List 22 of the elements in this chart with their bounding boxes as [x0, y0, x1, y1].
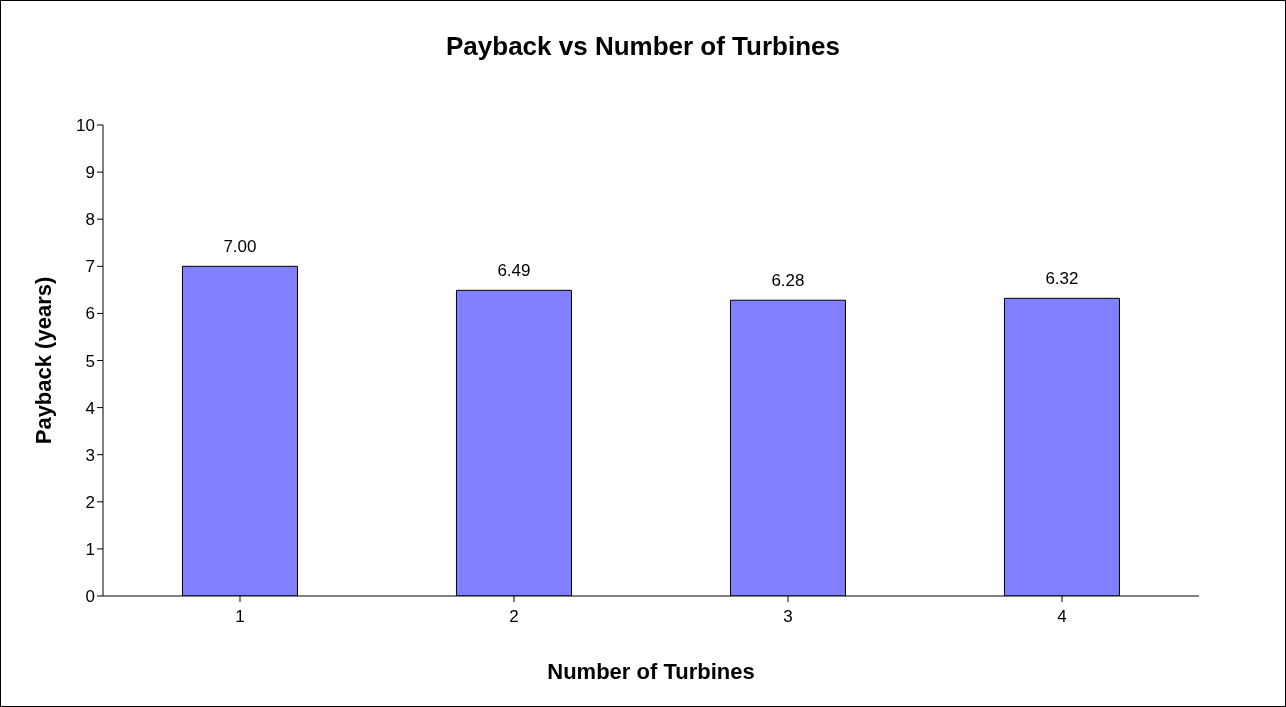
y-tick-label: 3 [85, 445, 95, 465]
y-axis-title: Payback (years) [30, 276, 56, 445]
x-tick-label: 2 [509, 607, 519, 627]
y-tick-label: 4 [85, 398, 95, 418]
y-tick-label: 5 [85, 351, 95, 371]
x-tick-label: 3 [783, 607, 793, 627]
x-axis-title: Number of Turbines [547, 659, 755, 684]
x-tick-label: 1 [235, 607, 245, 627]
data-label: 6.28 [771, 271, 805, 291]
y-tick-label: 2 [85, 492, 95, 512]
chart-title: Payback vs Number of Turbines [445, 31, 841, 62]
y-tick-label: 0 [85, 587, 95, 607]
y-tick-label: 6 [85, 304, 95, 324]
y-tick-label: 9 [85, 163, 95, 183]
y-tick-label: 10 [76, 116, 95, 136]
y-tick-label: 8 [85, 210, 95, 230]
y-tick-label: 7 [85, 257, 95, 277]
y-tick-label: 1 [85, 539, 95, 559]
x-tick-label: 4 [1057, 607, 1067, 627]
data-label: 6.32 [1045, 269, 1079, 289]
data-label: 6.49 [497, 261, 531, 281]
data-label: 7.00 [223, 237, 257, 257]
